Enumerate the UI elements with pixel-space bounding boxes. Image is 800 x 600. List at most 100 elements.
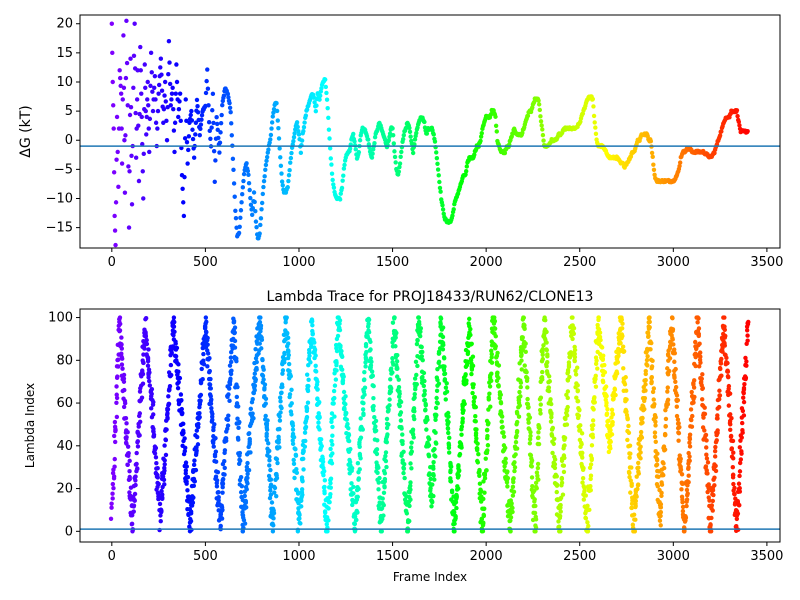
lambda-point: [448, 479, 454, 484]
lambda-point: [418, 333, 423, 339]
lambda-point: [482, 506, 487, 511]
dg-point: [330, 177, 335, 183]
lambda-point: [743, 355, 748, 361]
lambda-point: [452, 510, 457, 515]
lambda-point: [380, 516, 385, 522]
dg-point: [396, 169, 402, 174]
lambda-point: [331, 388, 337, 394]
lambda-point: [540, 347, 545, 352]
lambda-point: [491, 321, 497, 326]
lambda-point: [723, 333, 728, 339]
dg-point: [291, 138, 296, 144]
lambda-point: [271, 523, 276, 528]
lambda-point: [717, 388, 722, 393]
lambda-point: [271, 516, 276, 521]
dg-point: [118, 83, 123, 89]
lambda-point: [324, 529, 329, 534]
lambda-point: [139, 395, 145, 400]
lambda-point: [263, 413, 268, 419]
dg-point: [340, 178, 345, 183]
lambda-point: [153, 455, 159, 460]
dg-point: [331, 182, 336, 187]
dg-point: [372, 134, 378, 140]
lambda-point: [741, 390, 746, 396]
lambda-point: [120, 366, 125, 371]
dg-point: [370, 151, 375, 156]
lambda-point: [650, 389, 656, 395]
dg-point: [212, 179, 217, 184]
dg-point: [249, 212, 255, 218]
lambda-point: [438, 321, 443, 327]
dg-point: [173, 91, 178, 96]
lambda-point: [661, 472, 666, 478]
lambda-point: [351, 491, 356, 496]
lambda-point: [592, 400, 597, 405]
dg-point: [198, 126, 203, 132]
lambda-point: [596, 315, 601, 320]
lambda-point: [672, 351, 678, 356]
lambda-point: [651, 397, 656, 402]
dg-point: [195, 110, 201, 115]
dg-point: [303, 113, 309, 118]
lambda-point: [640, 415, 645, 421]
lambda-point: [595, 322, 600, 328]
lambda-point: [328, 480, 333, 486]
lambda-point: [670, 335, 675, 341]
lambda-xtick-label: 0: [108, 549, 116, 564]
lambda-point: [390, 320, 396, 325]
lambda-point: [644, 357, 650, 363]
lambda-point: [457, 468, 462, 473]
lambda-point: [511, 489, 517, 495]
lambda-point: [141, 352, 146, 357]
lambda-point: [640, 420, 645, 425]
dg-point: [150, 108, 156, 114]
lambda-point: [744, 359, 749, 364]
dg-point: [225, 91, 231, 97]
lambda-point: [227, 363, 233, 368]
lambda-point: [413, 359, 419, 365]
dg-point: [719, 129, 724, 134]
lambda-point: [403, 509, 409, 514]
lambda-point: [260, 373, 266, 378]
lambda-point: [179, 410, 184, 415]
lambda-point: [735, 511, 741, 516]
lambda-point: [435, 366, 440, 372]
lambda-point: [386, 422, 391, 427]
lambda-point: [536, 441, 542, 447]
lambda-point: [267, 448, 272, 454]
lambda-point: [210, 417, 215, 423]
lambda-point: [679, 487, 684, 492]
lambda-point: [744, 324, 750, 329]
dg-point: [205, 67, 210, 72]
lambda-point: [357, 467, 362, 472]
lambda-point: [131, 509, 136, 514]
dg-point: [369, 155, 375, 160]
dg-point: [146, 103, 151, 108]
dg-point: [181, 200, 186, 205]
lambda-point: [166, 388, 172, 393]
dg-point: [171, 128, 177, 133]
dg-point: [539, 123, 544, 128]
dg-point: [131, 53, 137, 58]
lambda-point: [650, 358, 655, 364]
dg-point: [536, 98, 541, 103]
lambda-point: [718, 366, 723, 372]
lambda-point: [604, 412, 609, 418]
lambda-point: [428, 486, 433, 491]
dg-point: [434, 150, 439, 155]
dg-point: [220, 103, 225, 108]
lambda-point: [626, 423, 631, 429]
lambda-point: [327, 500, 332, 505]
lambda-point: [431, 493, 436, 499]
lambda-point: [731, 450, 736, 455]
lambda-point: [129, 522, 135, 527]
lambda-point: [722, 343, 728, 348]
lambda-point: [356, 486, 361, 492]
lambda-xtick-label: 1000: [282, 549, 315, 564]
lambda-point: [112, 439, 118, 445]
lambda-point: [330, 433, 335, 438]
dg-point: [494, 129, 499, 134]
lambda-point: [227, 386, 232, 391]
lambda-point: [633, 498, 639, 504]
lambda-point: [438, 316, 444, 321]
